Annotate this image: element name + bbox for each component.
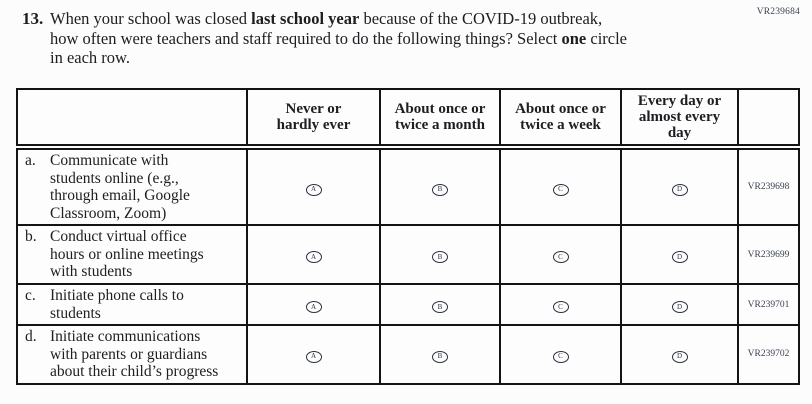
row-c-option-once-week: C xyxy=(499,283,622,326)
row-c-radio-a[interactable]: A xyxy=(305,301,322,313)
row-b-label: b. Conduct virtual office hours or onlin… xyxy=(16,224,248,285)
row-a-code: VR239698 xyxy=(737,146,800,226)
row-d-option-every-day: D xyxy=(620,324,739,385)
row-a-radio-a[interactable]: A xyxy=(305,183,322,196)
row-d-label-line1: Initiate communications xyxy=(50,328,201,345)
row-b-letter: b. xyxy=(25,228,37,245)
row-b-radio-a[interactable]: A xyxy=(305,251,322,263)
row-a-radio-c[interactable]: C xyxy=(552,183,569,196)
row-a-option-every-day: D xyxy=(620,146,739,226)
table-row-c: c. Initiate phone calls to students A B … xyxy=(16,283,800,326)
header-every-day-line3: day xyxy=(667,125,692,141)
row-c-radio-c[interactable]: C xyxy=(552,301,569,313)
row-a-option-once-month: B xyxy=(379,146,501,226)
row-a-option-once-week: C xyxy=(499,146,622,226)
row-d-option-once-week: C xyxy=(499,324,622,385)
row-a-label-line2: students online (e.g., xyxy=(50,169,179,187)
question-line1-bold: last school year xyxy=(251,9,360,28)
header-every-day-line2: almost every xyxy=(638,109,721,125)
table-row-b: b. Conduct virtual office hours or onlin… xyxy=(16,224,800,285)
row-d-label-line2: with parents or guardians xyxy=(50,345,208,363)
header-empty-code xyxy=(737,88,800,150)
header-every-day-line1: Every day or xyxy=(637,93,722,109)
header-empty-label xyxy=(16,88,248,150)
row-c-option-once-month: B xyxy=(379,283,501,326)
row-a-label: a. Communicate with students online (e.g… xyxy=(16,146,248,226)
header-once-month: About once or twice a month xyxy=(379,88,501,150)
row-d-option-never: A xyxy=(246,324,381,385)
row-a-radio-d[interactable]: D xyxy=(671,183,688,196)
header-once-month-line2: twice a month xyxy=(395,117,485,133)
question-line2-bold: one xyxy=(561,28,587,48)
question-number: 13. xyxy=(22,9,44,28)
row-b-option-once-week: C xyxy=(499,224,622,285)
row-a-label-line3: through email, Google xyxy=(50,187,190,204)
header-never: Never or hardly ever xyxy=(246,88,381,150)
question-text: When your school was closed last school … xyxy=(50,9,730,68)
row-d-radio-d[interactable]: D xyxy=(671,350,688,363)
row-d-radio-b[interactable]: B xyxy=(432,350,448,363)
row-c-letter: c. xyxy=(25,287,36,304)
row-c-label-line1: Initiate phone calls to xyxy=(50,287,184,304)
row-b-code: VR239699 xyxy=(737,224,800,285)
header-once-month-line1: About once or xyxy=(394,101,486,117)
table-row-d: d. Initiate communications with parents … xyxy=(16,324,800,385)
row-a-radio-b[interactable]: B xyxy=(432,183,448,196)
row-c-radio-d[interactable]: D xyxy=(671,301,688,313)
question-line-1: When your school was closed last school … xyxy=(50,9,730,29)
row-d-option-once-month: B xyxy=(379,324,501,385)
header-once-week-line2: twice a week xyxy=(520,117,601,133)
row-c-radio-b[interactable]: B xyxy=(432,301,448,313)
row-b-option-once-month: B xyxy=(379,224,501,285)
row-d-radio-a[interactable]: A xyxy=(305,350,322,363)
row-b-option-never: A xyxy=(246,224,381,285)
question-line2-post: circle xyxy=(586,28,628,48)
row-c-label: c. Initiate phone calls to students xyxy=(16,283,248,326)
header-never-line2: hardly ever xyxy=(276,117,351,133)
row-b-label-line1: Conduct virtual office xyxy=(50,228,187,246)
row-b-label-line3: with students xyxy=(50,263,133,281)
header-once-week-line1: About once or xyxy=(515,101,606,117)
row-c-option-never: A xyxy=(246,283,381,326)
question-block: 13. When your school was closed last sch… xyxy=(22,9,730,68)
question-line1-pre: When your school was closed xyxy=(50,9,252,28)
row-b-label-line2: hours or online meetings xyxy=(50,245,204,263)
row-b-radio-d[interactable]: D xyxy=(671,251,688,263)
question-line1-post: because of the COVID-19 outbreak, xyxy=(359,9,603,28)
row-c-option-every-day: D xyxy=(620,283,739,326)
table-row-a: a. Communicate with students online (e.g… xyxy=(16,146,800,226)
row-d-letter: d. xyxy=(25,328,37,345)
row-b-radio-c[interactable]: C xyxy=(552,251,569,263)
question-line2-pre: how often were teachers and staff requir… xyxy=(50,28,562,48)
row-a-label-line4: Classroom, Zoom) xyxy=(50,204,167,222)
row-b-option-every-day: D xyxy=(620,224,739,285)
header-every-day: Every day or almost every day xyxy=(620,88,739,150)
row-d-radio-c[interactable]: C xyxy=(552,350,569,363)
row-c-code: VR239701 xyxy=(737,283,800,326)
row-a-label-line1: Communicate with xyxy=(50,152,169,169)
row-c-label-line2: students xyxy=(50,304,101,322)
row-d-label: d. Initiate communications with parents … xyxy=(16,324,248,385)
response-grid: Never or hardly ever About once or twice… xyxy=(16,88,800,385)
row-d-label-line3: about their child’s progress xyxy=(50,363,219,380)
question-line-3: in each row. xyxy=(50,48,131,67)
page-code: VR239684 xyxy=(756,7,800,17)
header-row: Never or hardly ever About once or twice… xyxy=(16,88,800,150)
row-a-option-never: A xyxy=(246,146,381,226)
question-line-2: how often were teachers and staff requir… xyxy=(50,29,730,49)
header-once-week: About once or twice a week xyxy=(499,88,622,150)
row-a-letter: a. xyxy=(25,152,36,169)
row-d-code: VR239702 xyxy=(737,324,800,385)
header-never-line1: Never or xyxy=(285,101,342,117)
row-b-radio-b[interactable]: B xyxy=(432,251,448,263)
